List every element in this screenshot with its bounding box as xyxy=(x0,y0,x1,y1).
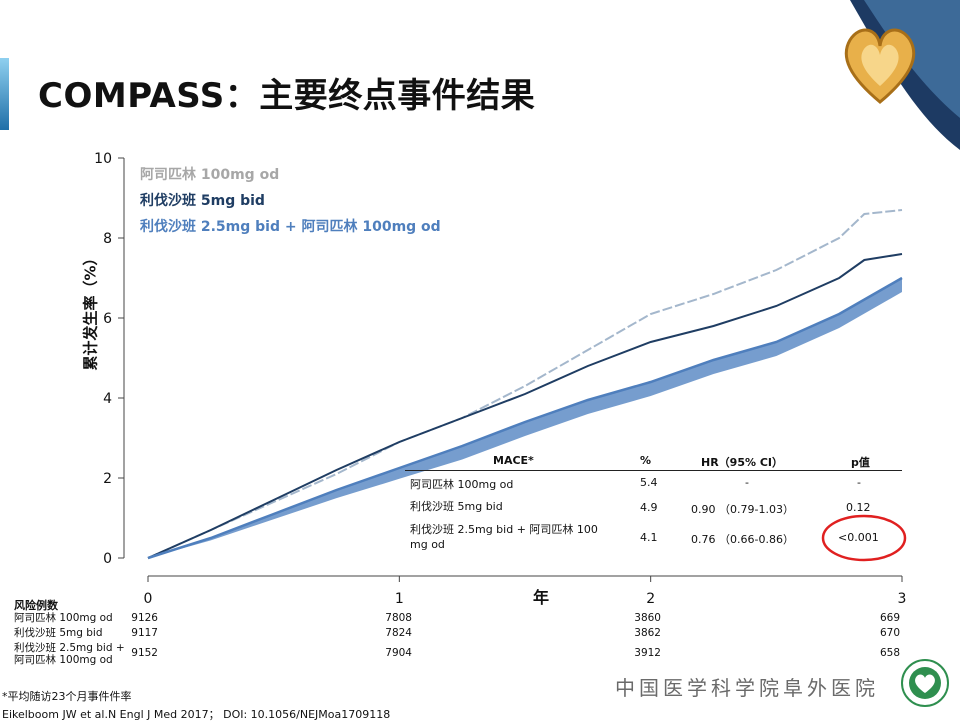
slide-title: COMPASS：主要终点事件结果 xyxy=(38,76,536,116)
row-pct: 5.4 xyxy=(640,476,658,489)
highlight-ellipse xyxy=(821,514,907,562)
footnote: *平均随访23个月事件件率 xyxy=(2,690,132,703)
risk-value: 7808 xyxy=(385,612,412,624)
legend-aspirin: 阿司匹林 100mg od xyxy=(140,167,280,183)
risk-label: 阿司匹林 100mg od xyxy=(14,612,113,624)
x-tick-label: 3 xyxy=(898,591,907,607)
row-hr: 0.90 （0.79-1.03） xyxy=(691,503,794,516)
accent-bar xyxy=(0,58,9,130)
row-name: 阿司匹林 100mg od xyxy=(410,478,514,491)
risk-value: 7824 xyxy=(385,627,412,639)
risk-label: 利伐沙班 5mg bid xyxy=(14,627,103,639)
series-line-1 xyxy=(147,253,903,559)
row-hr: - xyxy=(745,476,749,489)
risk-value: 669 xyxy=(879,612,900,624)
risk-value: 7904 xyxy=(385,647,412,659)
row-name: 利伐沙班 5mg bid xyxy=(410,500,503,513)
risk-title: 风险例数 xyxy=(14,599,58,612)
y-tick-label: 0 xyxy=(103,551,112,567)
table-row: 利伐沙班 5mg bid 4.9 0.90 （0.79-1.03） 0.12 xyxy=(405,498,902,520)
risk-value: 9152 xyxy=(131,647,158,659)
table-row: 利伐沙班 2.5mg bid + 阿司匹林 100 mg od 4.1 0.76… xyxy=(405,522,902,556)
row-p: <0.001 xyxy=(838,531,879,544)
y-axis-label: 累计发生率（%） xyxy=(81,250,100,371)
legend-combination: 利伐沙班 2.5mg bid + 阿司匹林 100mg od xyxy=(140,219,441,235)
x-axis-label: 年 xyxy=(533,588,550,607)
row-pct: 4.9 xyxy=(640,501,658,514)
hospital-name: 中国医学科学院阜外医院 xyxy=(615,676,879,700)
risk-value: 658 xyxy=(879,647,900,659)
risk-value: 9126 xyxy=(131,612,158,624)
risk-value: 9117 xyxy=(131,627,158,639)
series-line-2 xyxy=(147,276,903,560)
risk-value: 3912 xyxy=(634,647,661,659)
x-tick-label: 2 xyxy=(646,591,655,607)
x-tick-label: 1 xyxy=(395,591,404,607)
risk-value: 3862 xyxy=(634,627,661,639)
y-tick-label: 6 xyxy=(103,311,112,327)
y-tick-label: 8 xyxy=(103,231,112,247)
legend-rivaroxaban: 利伐沙班 5mg bid xyxy=(140,193,265,209)
reference: Eikelboom JW et al.N Engl J Med 2017； DO… xyxy=(2,708,391,721)
header-p: p值 xyxy=(851,456,870,469)
row-pct: 4.1 xyxy=(640,531,658,544)
table-row: 阿司匹林 100mg od 5.4 - - xyxy=(405,476,902,498)
row-hr: 0.76 （0.66-0.86） xyxy=(691,533,794,546)
table-header: MACE* % HR（95% CI） p值 xyxy=(405,452,902,471)
series-line-0 xyxy=(147,209,903,559)
row-p: 0.12 xyxy=(846,501,871,514)
risk-label: 利伐沙班 2.5mg bid + 阿司匹林 100mg od xyxy=(14,642,125,666)
risk-value: 3860 xyxy=(634,612,661,624)
y-tick-label: 4 xyxy=(103,391,112,407)
x-tick-label: 0 xyxy=(144,591,153,607)
header-hr: HR（95% CI） xyxy=(701,456,784,469)
y-tick-label: 10 xyxy=(94,151,112,167)
heart-logo-icon xyxy=(844,0,960,150)
header-mace: MACE* xyxy=(493,454,534,467)
risk-value: 670 xyxy=(879,627,900,639)
header-pct: % xyxy=(640,454,652,467)
row-p: - xyxy=(857,476,861,489)
y-tick-label: 2 xyxy=(103,471,112,487)
hospital-emblem-icon xyxy=(901,659,949,707)
row-name: 利伐沙班 2.5mg bid + 阿司匹林 100 mg od xyxy=(410,523,598,551)
